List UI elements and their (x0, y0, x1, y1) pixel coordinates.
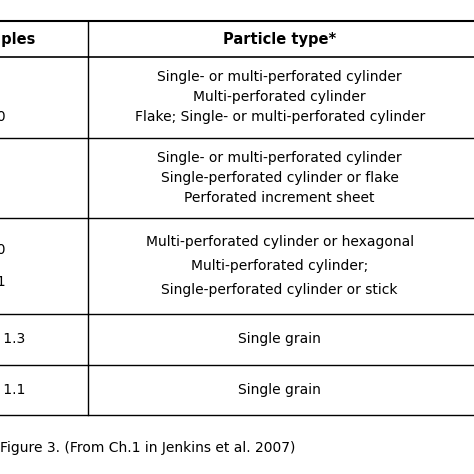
Text: Single grain: Single grain (238, 332, 321, 346)
Text: Single-perforated cylinder or flake: Single-perforated cylinder or flake (161, 171, 399, 185)
Text: M10: M10 (0, 110, 6, 125)
Text: M31: M31 (0, 275, 6, 289)
Text: Particle type*: Particle type* (223, 32, 336, 46)
Text: Single- or multi-perforated cylinder: Single- or multi-perforated cylinder (157, 151, 402, 165)
Text: Figure 3. (From Ch.1 in Jenkins et al. 2007): Figure 3. (From Ch.1 in Jenkins et al. 2… (0, 441, 295, 455)
Text: M30: M30 (0, 243, 6, 257)
Text: Single-perforated cylinder or stick: Single-perforated cylinder or stick (162, 283, 398, 297)
Text: ass 1.1: ass 1.1 (0, 383, 26, 397)
Text: Single grain: Single grain (238, 383, 321, 397)
Text: Multi-perforated cylinder: Multi-perforated cylinder (193, 90, 366, 104)
Text: Multi-perforated cylinder or hexagonal: Multi-perforated cylinder or hexagonal (146, 236, 414, 249)
Text: amples: amples (0, 32, 36, 46)
Text: Single- or multi-perforated cylinder: Single- or multi-perforated cylinder (157, 70, 402, 84)
Text: Perforated increment sheet: Perforated increment sheet (184, 191, 375, 205)
Text: ass 1.3: ass 1.3 (0, 332, 26, 346)
Text: Multi-perforated cylinder;: Multi-perforated cylinder; (191, 259, 368, 273)
Text: Flake; Single- or multi-perforated cylinder: Flake; Single- or multi-perforated cylin… (135, 110, 425, 125)
